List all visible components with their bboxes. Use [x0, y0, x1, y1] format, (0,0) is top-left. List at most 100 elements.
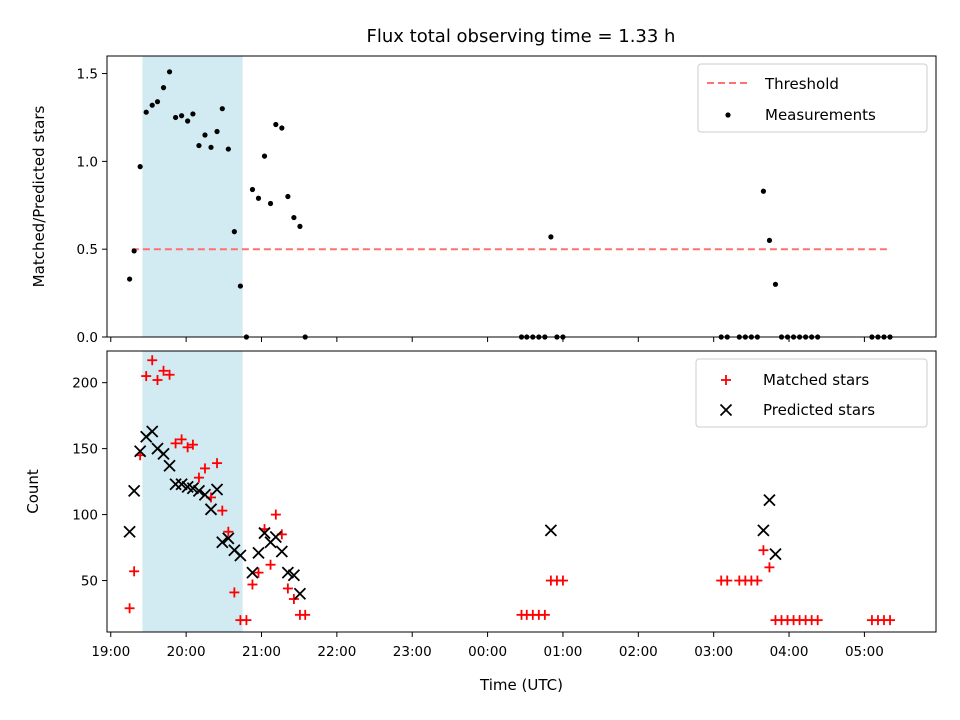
- matched-star-point: [141, 371, 152, 382]
- predicted-star-point: [544, 524, 558, 537]
- predicted-x-b: [544, 524, 558, 537]
- x-tick-label: 19:00: [91, 644, 130, 660]
- top-highlight-span: [142, 56, 243, 337]
- predicted-x-b: [763, 493, 776, 507]
- predicted-x-b: [151, 442, 164, 455]
- predicted-star-point: [234, 549, 247, 562]
- predicted-star-point: [757, 524, 770, 537]
- measurement-point: [766, 237, 773, 244]
- predicted-x-b: [204, 503, 218, 516]
- x-axis-label: Time (UTC): [479, 676, 563, 694]
- bottom-axes-frame: [106, 350, 937, 633]
- x-tick-label: 23:00: [393, 644, 432, 660]
- predicted-star-point: [281, 566, 295, 579]
- predicted-x-b: [281, 566, 295, 579]
- matched-star-point: [147, 355, 158, 366]
- x-tick-label: 22:00: [317, 644, 356, 660]
- measurement-point: [231, 229, 237, 235]
- legend-measurement-swatch: [725, 112, 731, 118]
- measurement-point: [225, 146, 231, 152]
- predicted-star-point: [246, 566, 259, 579]
- predicted-star-point: [222, 532, 235, 545]
- top-legend: Threshold Measurements: [697, 63, 928, 133]
- predicted-x-b: [175, 478, 188, 491]
- predicted-star-point: [163, 459, 176, 472]
- bottom-panel: 50 100 150 200 19:00 20:00 21:00 22:00 23:00 00:…: [24, 350, 937, 694]
- legend-predicted-swatch: [719, 403, 733, 417]
- legend-measurements-label: Measurements: [765, 106, 876, 124]
- measurement-point: [143, 109, 149, 115]
- top-panel: 0.0 0.5 1.0 1.5 Matched/Predicted stars Thr…: [30, 55, 937, 346]
- top-x-ticks: [110, 337, 865, 342]
- bottom-y-tick-label: 50: [81, 574, 98, 590]
- measurement-point: [154, 99, 161, 105]
- predicted-x-b: [228, 544, 241, 557]
- predicted-star-point: [123, 525, 136, 538]
- predicted-x-b: [134, 445, 147, 458]
- matched-star-point: [752, 575, 763, 586]
- bottom-y-tick-label: 150: [72, 442, 98, 458]
- matched-star-point: [758, 545, 769, 556]
- bottom-y-tick-label: 200: [72, 376, 98, 392]
- measurement-point: [172, 114, 179, 121]
- measurement-point: [137, 164, 143, 170]
- matched-star-point: [193, 472, 204, 483]
- predicted-star-point: [769, 548, 782, 561]
- measurement-point: [255, 195, 262, 201]
- top-y-tick-label: 0.5: [77, 242, 98, 258]
- x-tick-label: 01:00: [543, 644, 582, 660]
- measurement-point: [214, 128, 220, 135]
- measurement-point: [208, 144, 214, 150]
- measurement-point: [291, 214, 297, 221]
- x-tick-label: 04:00: [770, 644, 809, 660]
- matched-star-point: [247, 579, 258, 590]
- matched-star-point: [164, 369, 175, 380]
- bottom-legend-box: [695, 358, 928, 428]
- measurement-point: [185, 118, 191, 124]
- measurement-point: [160, 85, 167, 91]
- measurement-point: [179, 113, 185, 119]
- x-tick-label: 21:00: [242, 644, 281, 660]
- predicted-star-point: [204, 503, 218, 516]
- predicted-x-b: [269, 530, 282, 544]
- x-tick-label: 00:00: [468, 644, 507, 660]
- measurement-point: [261, 153, 268, 159]
- matched-star-point: [241, 615, 252, 626]
- matched-star-point: [539, 609, 550, 620]
- matched-star-point: [300, 609, 311, 620]
- matched-star-point: [152, 375, 163, 386]
- matched-star-point: [265, 559, 276, 570]
- top-axes-frame: [106, 55, 937, 338]
- measurement-point: [548, 234, 554, 240]
- matched-star-point: [124, 603, 135, 614]
- predicted-star-point: [269, 530, 282, 544]
- bottom-legend: Matched stars Predicted stars: [695, 358, 928, 428]
- matched-star-point: [199, 463, 210, 474]
- bottom-y-axis-label: Count: [24, 469, 42, 514]
- chart-title: Flux total observing time = 1.33 h: [367, 26, 676, 47]
- top-legend-box: [697, 63, 928, 133]
- matched-star-point: [217, 505, 228, 516]
- measurement-point: [149, 102, 155, 108]
- measurement-point: [772, 281, 779, 287]
- measurement-point: [249, 186, 256, 193]
- predicted-star-point: [258, 526, 271, 540]
- predicted-x-b: [275, 545, 288, 558]
- predicted-star-point: [146, 425, 159, 438]
- legend-matched-swatch: [721, 375, 731, 385]
- matched-star-point: [812, 615, 823, 626]
- bottom-y-tick-label: 100: [72, 508, 98, 524]
- bottom-x-ticks: 19:00 20:00 21:00 22:00 23:00 00:00 01:00 02:00…: [91, 632, 884, 660]
- predicted-star-point: [198, 488, 212, 501]
- predicted-star-point: [175, 478, 188, 491]
- predicted-x-b: [123, 525, 136, 538]
- top-y-tick-label: 1.5: [77, 67, 98, 83]
- predicted-x-b: [216, 536, 229, 549]
- predicted-x-b: [181, 480, 194, 494]
- predicted-star-point: [192, 484, 206, 497]
- predicted-x-b: [198, 488, 212, 501]
- predicted-x-b: [757, 524, 770, 537]
- matched-star-point: [229, 587, 240, 598]
- x-tick-label: 03:00: [694, 644, 733, 660]
